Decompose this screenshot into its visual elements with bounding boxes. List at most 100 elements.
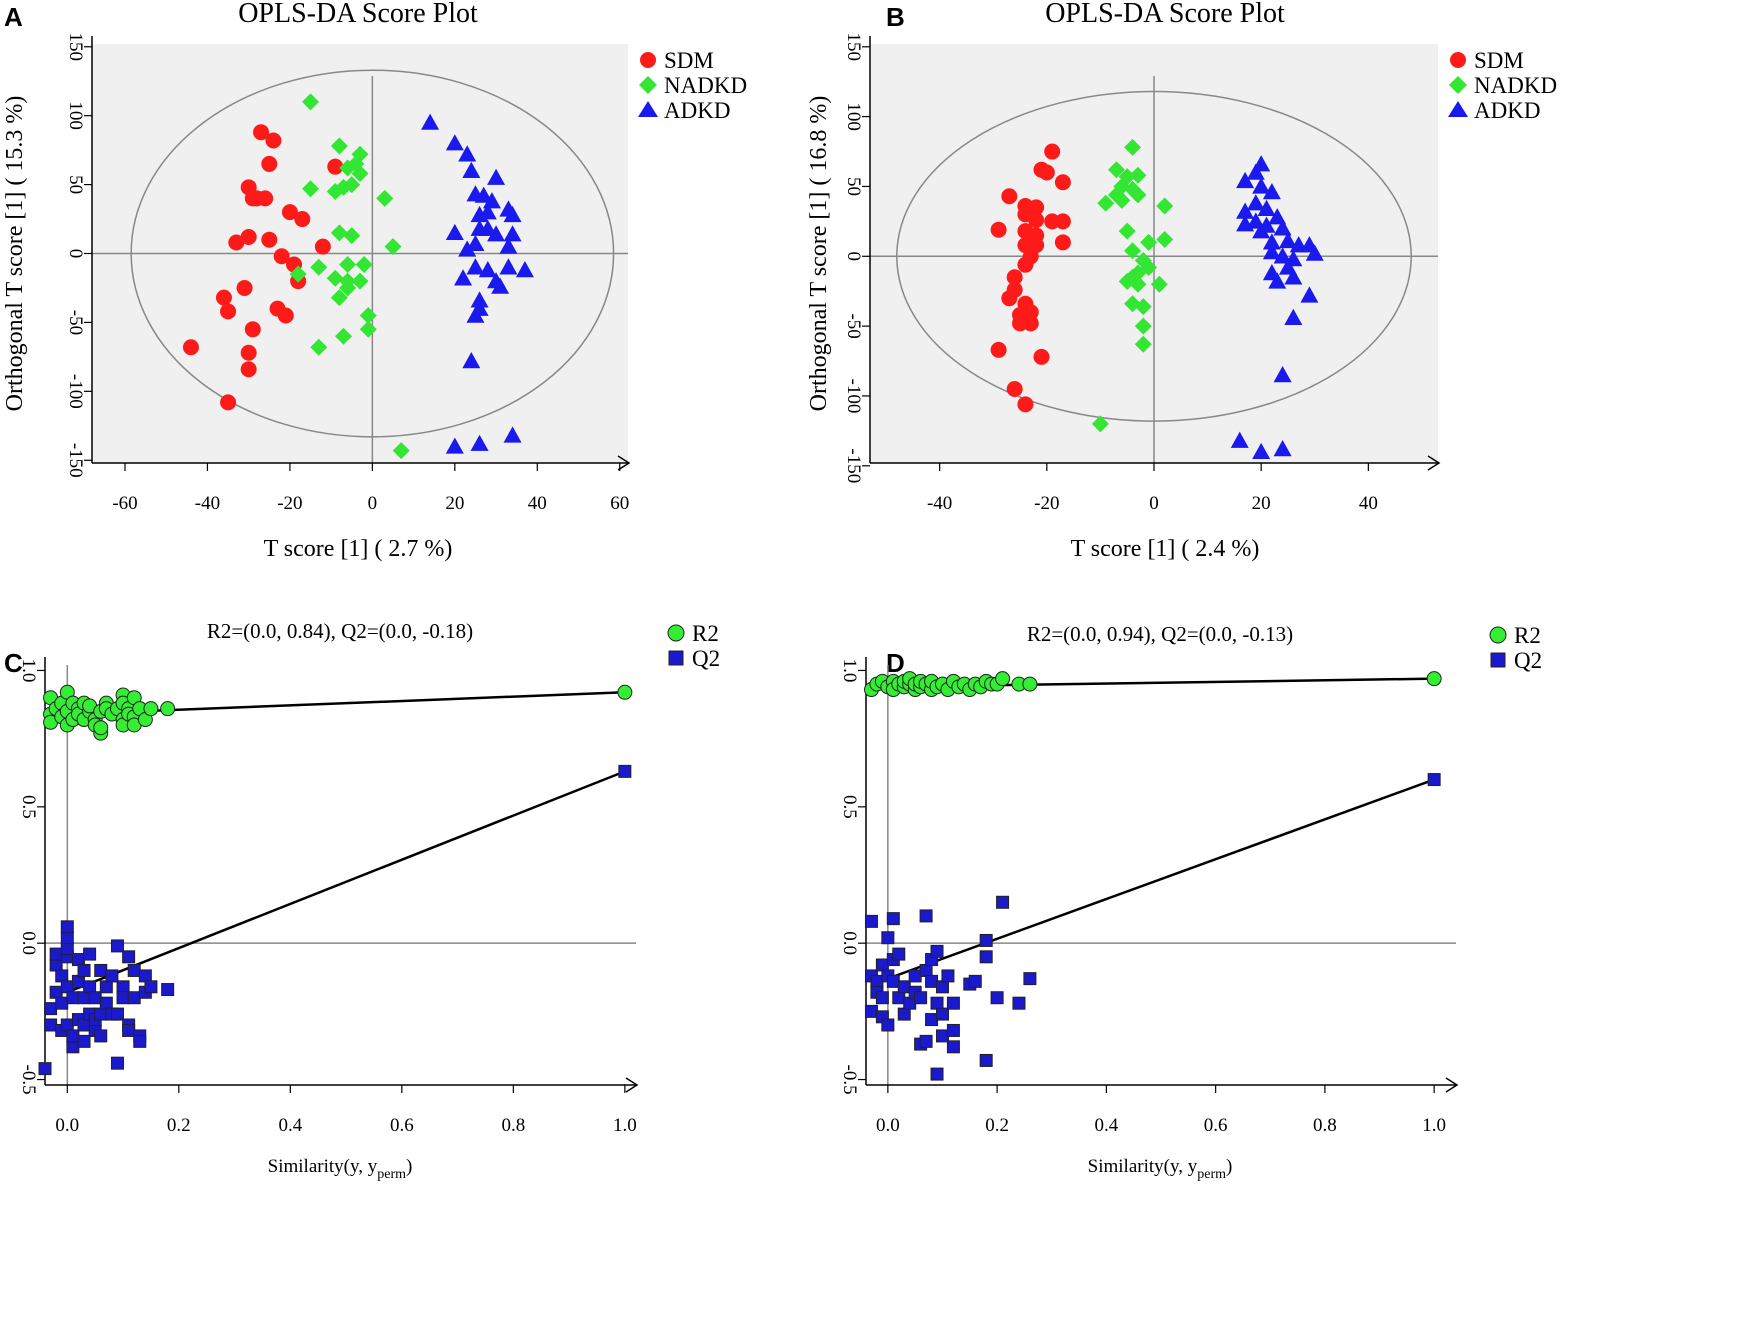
data-point-sdm	[1044, 143, 1061, 160]
data-point-q2	[110, 1056, 124, 1070]
data-point-nadkd	[1134, 298, 1152, 316]
data-point-sdm	[281, 204, 298, 221]
data-point-q2	[77, 1034, 91, 1048]
data-point-q2	[946, 1040, 960, 1054]
x-axis-label: T score [1] ( 2.7 %)	[264, 536, 453, 562]
data-point-sdm	[277, 307, 294, 324]
data-point-r2	[160, 701, 176, 717]
x-tick-label: 1.0	[613, 1115, 637, 1136]
data-point-sdm	[1017, 396, 1034, 413]
data-point-adkd	[458, 145, 477, 162]
y-tick-label: 100	[843, 102, 864, 131]
data-point-q2	[886, 912, 900, 926]
data-point-sdm	[1001, 290, 1018, 307]
data-point-nadkd	[376, 189, 394, 207]
data-point-adkd	[466, 234, 485, 252]
x-tick-label: 40	[528, 493, 547, 514]
data-point-adkd	[1305, 244, 1324, 261]
data-point-adkd	[1236, 215, 1255, 232]
data-point-sdm	[261, 231, 278, 248]
legend-label-adkd: ADKD	[664, 98, 730, 123]
data-point-adkd	[1246, 194, 1265, 211]
x-tick-label: 20	[1252, 493, 1271, 514]
data-point-adkd	[1262, 183, 1281, 200]
data-point-adkd	[458, 240, 477, 257]
data-point-q2	[946, 1023, 960, 1037]
x-tick-label: 0.6	[1204, 1115, 1228, 1136]
data-point-adkd	[1252, 177, 1271, 194]
data-point-nadkd	[1140, 233, 1158, 251]
data-point-sdm	[215, 289, 232, 306]
data-point-nadkd	[351, 165, 369, 183]
chart-title: R2=(0.0, 0.94), Q2=(0.0, -0.13)	[1027, 622, 1293, 646]
y-tick-label: -150	[843, 448, 864, 483]
data-point-q2	[127, 963, 141, 977]
data-point-adkd	[515, 261, 534, 278]
x-tick-label: 20	[445, 493, 464, 514]
data-point-q2	[881, 931, 895, 945]
data-point-nadkd	[343, 227, 361, 245]
data-point-q2	[864, 1004, 878, 1018]
data-point-q2	[49, 958, 63, 972]
data-point-q2	[60, 1018, 74, 1032]
data-point-adkd	[478, 261, 497, 278]
x-tick-label: 0	[368, 493, 378, 514]
data-point-nadkd	[326, 182, 344, 200]
data-point-q2	[60, 920, 74, 934]
data-point-adkd	[1252, 442, 1271, 460]
legend-marker-q2	[1490, 652, 1506, 668]
data-point-q2	[919, 909, 933, 923]
data-point-adkd	[503, 225, 522, 242]
data-point-sdm	[220, 394, 237, 411]
x-tick-label: 0.8	[501, 1115, 525, 1136]
data-point-adkd	[421, 113, 440, 130]
data-point-q2	[925, 1013, 939, 1027]
data-point-q2	[618, 764, 632, 778]
data-point-q2	[897, 1007, 911, 1021]
data-point-adkd	[478, 219, 497, 236]
data-point-q2	[99, 980, 113, 994]
y-tick-label: -100	[843, 379, 864, 414]
data-point-q2	[144, 980, 158, 994]
legend-marker-r2	[1489, 626, 1507, 644]
data-point-q2	[66, 1029, 80, 1043]
data-point-adkd	[1268, 272, 1287, 289]
data-point-adkd	[1273, 440, 1292, 457]
data-point-q2	[127, 991, 141, 1005]
legend-marker-q2	[668, 650, 684, 666]
data-point-adkd	[503, 205, 522, 223]
data-point-adkd	[1252, 222, 1271, 239]
data-point-q2	[941, 969, 955, 983]
data-point-adkd	[1257, 199, 1276, 217]
data-point-r2	[617, 684, 633, 700]
regression-line-q2	[887, 778, 1435, 980]
y-tick-label: 0.0	[839, 931, 860, 955]
data-point-adkd	[474, 186, 493, 203]
data-point-q2	[979, 1053, 993, 1067]
data-point-q2	[83, 947, 97, 961]
data-point-sdm	[1033, 348, 1050, 365]
y-tick-label: 50	[65, 175, 86, 194]
hotelling-ellipse	[896, 90, 1412, 422]
data-point-q2	[94, 963, 108, 977]
data-point-sdm	[294, 211, 311, 228]
data-point-adkd	[499, 258, 518, 275]
data-point-adkd	[1273, 247, 1292, 264]
x-axis-arrow	[1427, 455, 1441, 471]
data-point-adkd	[445, 134, 464, 151]
data-point-nadkd	[1134, 335, 1152, 353]
data-point-q2	[914, 991, 928, 1005]
data-point-q2	[930, 996, 944, 1010]
legend-marker-sdm	[1450, 52, 1466, 68]
data-point-adkd	[1262, 243, 1281, 260]
data-point-sdm	[1017, 256, 1034, 273]
data-point-nadkd	[355, 256, 373, 274]
data-point-q2	[935, 980, 949, 994]
data-point-q2	[875, 991, 889, 1005]
data-point-q2	[55, 996, 69, 1010]
data-point-q2	[935, 1029, 949, 1043]
data-point-q2	[66, 991, 80, 1005]
data-point-nadkd	[1097, 194, 1115, 212]
data-point-r2	[1426, 671, 1442, 687]
data-point-q2	[77, 963, 91, 977]
